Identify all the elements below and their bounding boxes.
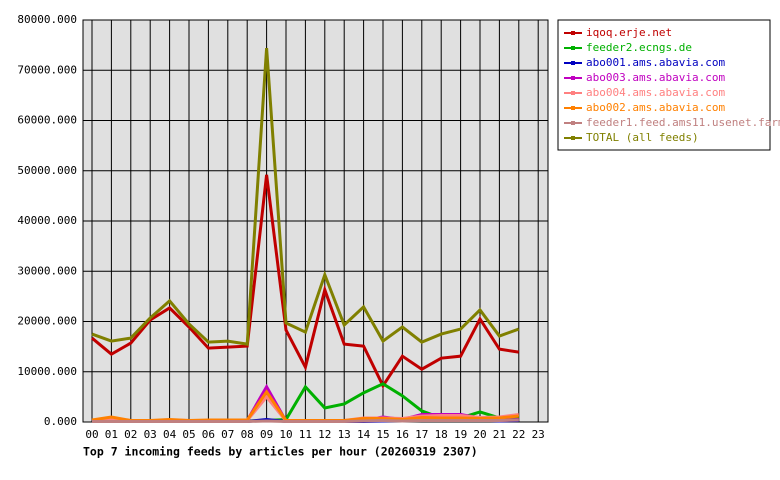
x-tick-label: 05 [182,428,195,441]
legend-label: feeder1.feed.ams11.usenet.farm [586,116,780,129]
legend-marker [571,121,575,125]
x-tick-label: 09 [260,428,273,441]
legend-label: iqoq.erje.net [586,26,672,39]
legend-label: abo004.ams.abavia.com [586,86,725,99]
x-tick-label: 15 [376,428,389,441]
x-tick-label: 03 [144,428,157,441]
x-tick-label: 04 [163,428,177,441]
x-tick-label: 10 [279,428,292,441]
y-tick-label: 20000.000 [17,315,77,328]
legend-label: TOTAL (all feeds) [586,131,699,144]
series-line [92,418,519,423]
x-tick-label: 17 [415,428,428,441]
x-tick-label: 20 [473,428,486,441]
legend-box [557,19,771,151]
y-tick-label: 0.000 [44,415,77,428]
legend-marker [571,106,575,110]
x-tick-label: 14 [357,428,371,441]
y-tick-label: 10000.000 [17,365,77,378]
x-tick-label: 12 [318,428,331,441]
y-tick-label: 50000.000 [17,164,77,177]
x-tick-label: 18 [435,428,448,441]
x-tick-label: 07 [221,428,234,441]
chart-title: Top 7 incoming feeds by articles per hou… [83,445,478,459]
x-tick-label: 11 [299,428,312,441]
x-tick-label: 16 [396,428,409,441]
legend-marker [571,31,575,35]
legend-label: abo001.ams.abavia.com [586,56,725,69]
y-tick-label: 30000.000 [17,264,77,277]
legend-marker [571,61,575,65]
legend-label: abo003.ams.abavia.com [586,71,725,84]
legend-marker [571,46,575,50]
x-tick-label: 13 [338,428,351,441]
x-tick-label: 01 [105,428,118,441]
x-tick-label: 21 [493,428,506,441]
legend-label: feeder2.ecngs.de [586,41,692,54]
y-tick-label: 60000.000 [17,114,77,127]
x-tick-label: 22 [512,428,525,441]
x-tick-label: 23 [532,428,545,441]
x-tick-label: 19 [454,428,467,441]
legend-label: abo002.ams.abavia.com [586,101,725,114]
legend-marker [571,136,575,140]
legend-marker [571,76,575,80]
x-tick-label: 00 [85,428,98,441]
y-tick-label: 40000.000 [17,214,77,227]
legend-marker [571,91,575,95]
y-tick-label: 80000.000 [17,13,77,26]
series-line [91,48,520,346]
series-line [91,174,520,389]
x-tick-label: 08 [241,428,254,441]
x-tick-label: 06 [202,428,215,441]
x-tick-label: 02 [124,428,137,441]
y-tick-label: 70000.000 [17,63,77,76]
